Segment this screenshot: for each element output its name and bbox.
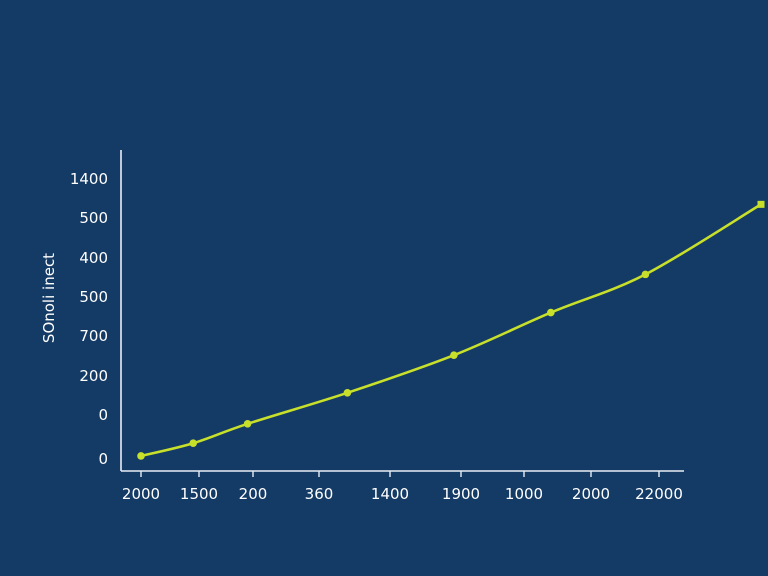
y-tick-label: 0 [98,406,108,424]
x-tick-label: 2000 [122,485,160,503]
data-points [137,200,765,460]
x-tick-label: 1000 [505,485,543,503]
y-tick-label: 400 [79,249,108,267]
x-tick-label: 1500 [180,485,218,503]
y-tick-label: 0 [98,450,108,468]
data-point [547,308,555,317]
x-ticks: 2000 1500 200 360 1400 1900 1000 2000 22000 [122,471,683,503]
data-point [137,452,145,460]
y-tick-label: 700 [79,327,108,345]
data-point [757,200,765,208]
series-line [139,203,763,458]
y-axis-title: SOnoli inect [40,253,58,343]
y-tick-label: 500 [79,209,108,227]
data-point [343,388,352,397]
data-point [450,351,458,360]
y-tick-label: 1400 [70,170,108,188]
x-tick-label: 2000 [572,485,610,503]
data-point [243,420,252,428]
x-tick-label: 1900 [442,485,480,503]
x-tick-label: 360 [305,485,334,503]
x-tick-label: 1400 [371,485,409,503]
y-tick-label: 500 [79,288,108,306]
x-tick-label: 200 [239,485,268,503]
y-ticks: 0 0 200 700 500 400 500 1400 [70,170,108,468]
data-point [641,270,650,279]
data-point [189,439,197,447]
x-tick-label: 22000 [635,485,683,503]
y-tick-label: 200 [79,367,108,385]
